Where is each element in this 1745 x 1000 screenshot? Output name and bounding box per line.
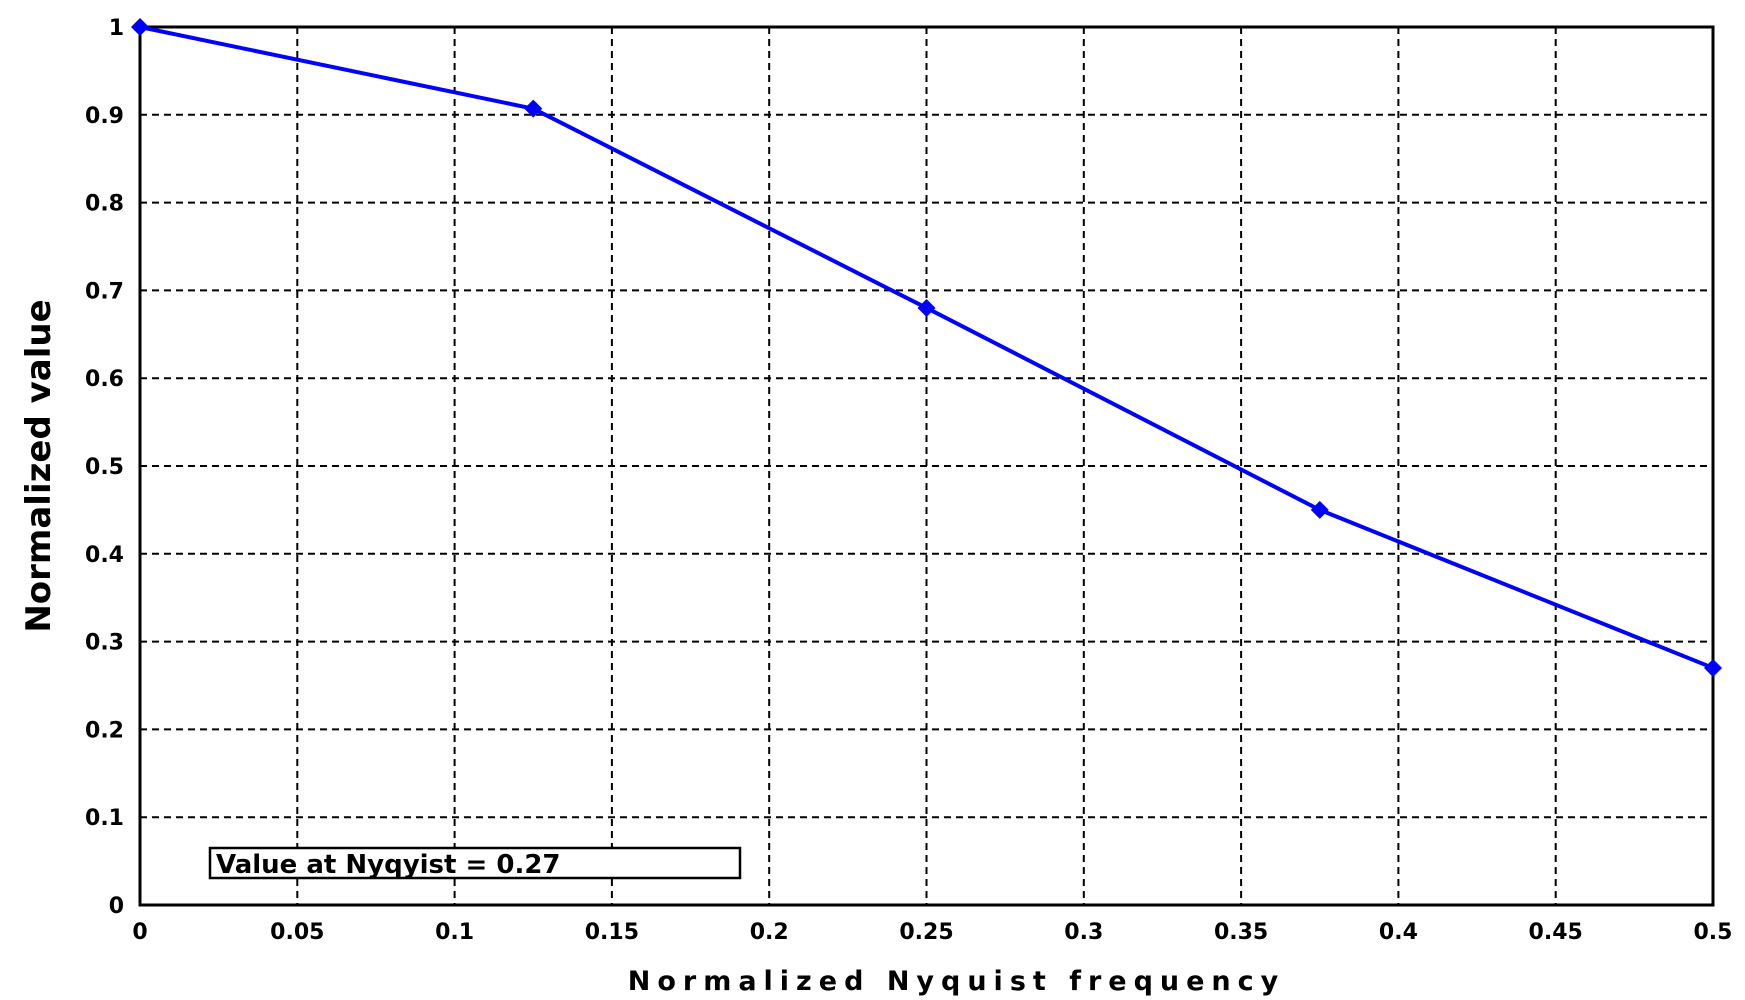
x-tick-label: 0 bbox=[132, 920, 147, 945]
x-tick-label: 0.5 bbox=[1694, 920, 1733, 945]
x-tick-label: 0.35 bbox=[1214, 920, 1268, 945]
y-tick-label: 0.3 bbox=[85, 631, 124, 656]
y-tick-label: 0.5 bbox=[85, 455, 124, 480]
x-tick-label: 0.45 bbox=[1529, 920, 1583, 945]
annotation-text: Value at Nyqyist = 0.27 bbox=[216, 850, 561, 880]
y-tick-label: 0.1 bbox=[85, 806, 124, 831]
data-point bbox=[131, 18, 149, 36]
y-tick-label: 0.2 bbox=[85, 718, 124, 743]
grid-lines bbox=[140, 27, 1713, 905]
data-point bbox=[917, 298, 936, 317]
y-tick-label: 0.4 bbox=[85, 543, 124, 568]
data-point bbox=[1704, 658, 1722, 677]
data-point bbox=[1310, 500, 1329, 519]
series-layer bbox=[131, 18, 1722, 677]
x-tick-label: 0.4 bbox=[1379, 920, 1418, 945]
data-point bbox=[524, 99, 543, 118]
annotation-box: Value at Nyqyist = 0.27 bbox=[208, 846, 742, 880]
y-tick-label: 0.6 bbox=[85, 367, 124, 392]
annotation-frame bbox=[208, 846, 742, 880]
plot-area-frame bbox=[138, 25, 1715, 907]
x-tick-label: 0.1 bbox=[435, 920, 474, 945]
x-tick-label: 0.2 bbox=[750, 920, 789, 945]
x-tick-label: 0.15 bbox=[585, 920, 639, 945]
y-tick-label: 0.9 bbox=[85, 104, 124, 129]
x-axis-label: Normalized Nyquist frequency bbox=[628, 966, 1286, 997]
y-tick-label: 0 bbox=[109, 894, 124, 919]
y-tick-label: 1 bbox=[109, 16, 124, 41]
y-axis-label: Normalized value bbox=[19, 299, 59, 632]
x-tick-label: 0.05 bbox=[270, 920, 324, 945]
y-tick-label: 0.8 bbox=[85, 192, 124, 217]
x-tick-label: 0.25 bbox=[899, 920, 953, 945]
x-axis-ticks: 0 0.05 0.1 0.15 0.2 0.25 0.3 0.35 0.4 0.45 0.5 bbox=[132, 920, 1732, 945]
y-axis-ticks: 0 0.1 0.2 0.3 0.4 0.5 0.6 0.7 0.8 0.9 1 bbox=[85, 16, 124, 919]
x-tick-label: 0.3 bbox=[1064, 920, 1103, 945]
y-tick-label: 0.7 bbox=[85, 279, 124, 304]
